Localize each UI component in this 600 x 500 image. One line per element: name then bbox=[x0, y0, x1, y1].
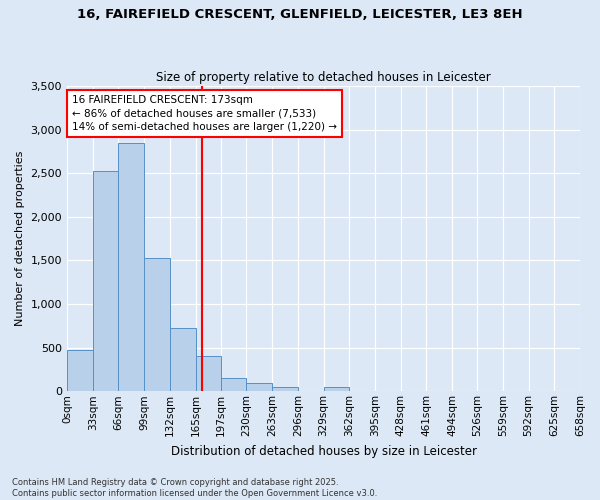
Bar bbox=[221, 378, 247, 392]
Text: 16 FAIREFIELD CRESCENT: 173sqm
← 86% of detached houses are smaller (7,533)
14% : 16 FAIREFIELD CRESCENT: 173sqm ← 86% of … bbox=[72, 95, 337, 132]
Y-axis label: Number of detached properties: Number of detached properties bbox=[15, 151, 25, 326]
Bar bbox=[170, 328, 196, 392]
Bar bbox=[196, 356, 221, 392]
Title: Size of property relative to detached houses in Leicester: Size of property relative to detached ho… bbox=[156, 70, 491, 84]
X-axis label: Distribution of detached houses by size in Leicester: Distribution of detached houses by size … bbox=[170, 444, 476, 458]
Bar bbox=[272, 388, 298, 392]
Bar bbox=[118, 142, 144, 392]
Bar bbox=[93, 170, 118, 392]
Bar bbox=[144, 258, 170, 392]
Bar bbox=[67, 350, 93, 392]
Text: Contains HM Land Registry data © Crown copyright and database right 2025.
Contai: Contains HM Land Registry data © Crown c… bbox=[12, 478, 377, 498]
Text: 16, FAIREFIELD CRESCENT, GLENFIELD, LEICESTER, LE3 8EH: 16, FAIREFIELD CRESCENT, GLENFIELD, LEIC… bbox=[77, 8, 523, 20]
Bar bbox=[247, 384, 272, 392]
Bar bbox=[323, 387, 349, 392]
